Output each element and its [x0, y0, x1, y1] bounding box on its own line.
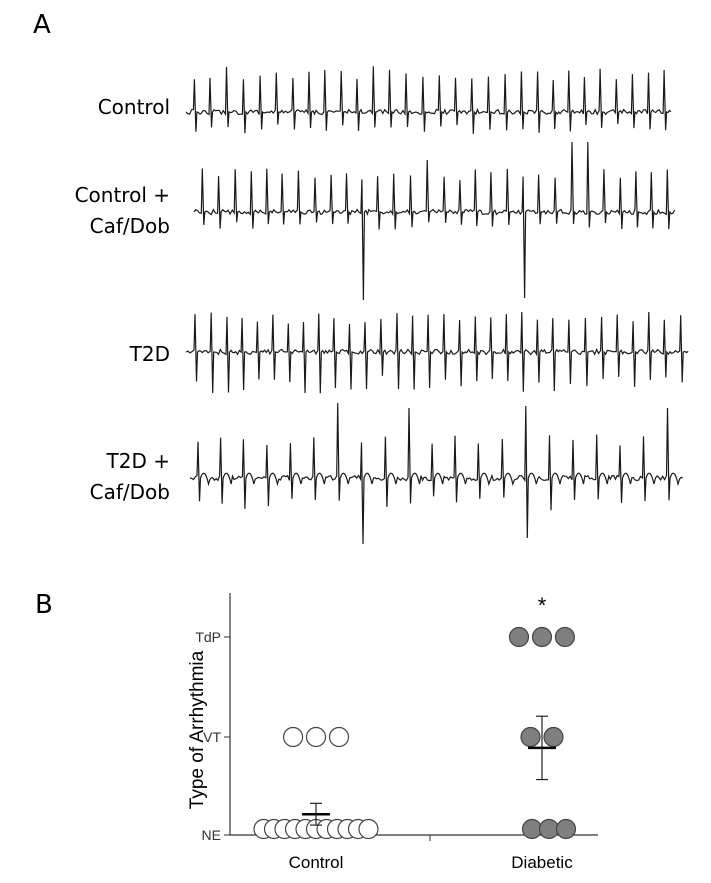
trace-label-line: Control: [97, 95, 170, 119]
mean-error-bars: [302, 715, 556, 826]
category-labels: Control Diabetic: [289, 853, 574, 872]
data-point: [283, 726, 304, 748]
ecg-trace-control: [185, 66, 672, 134]
data-points: [253, 626, 577, 840]
ecg-trace-control-cafdob: [193, 141, 676, 301]
category-label: Control: [289, 853, 344, 872]
y-tick-label: TdP: [195, 629, 221, 645]
y-ticks: NE VT TdP: [195, 629, 230, 843]
data-point: [531, 626, 553, 648]
trace-label-line: Caf/Dob: [89, 480, 170, 504]
trace-label-control-cafdob: Control + Caf/Dob: [75, 180, 170, 242]
trace-label-control: Control: [98, 92, 170, 123]
ecg-trace-t2d: [185, 311, 689, 394]
data-point: [358, 818, 379, 840]
data-point: [543, 726, 564, 748]
data-point: [508, 626, 530, 648]
data-point: [328, 726, 350, 748]
data-point: [520, 726, 541, 748]
trace-label-t2d-cafdob: T2D + Caf/Dob: [90, 446, 170, 508]
panel-b-letter: B: [35, 590, 53, 620]
data-point: [521, 818, 543, 840]
trace-label-line: T2D +: [106, 449, 170, 473]
data-point: [554, 626, 576, 648]
y-tick-label: NE: [202, 827, 221, 843]
data-point: [305, 726, 327, 748]
trace-label-t2d: T2D: [130, 339, 170, 370]
data-point: [538, 818, 560, 840]
trace-label-line: T2D: [129, 342, 170, 366]
y-axis-label: Type of Arrhythmia: [187, 650, 208, 809]
ecg-trace-t2d-cafdob: [189, 402, 683, 545]
panel-a-letter: A: [33, 10, 51, 40]
data-point: [555, 818, 577, 840]
significance-asterisk: *: [538, 593, 547, 618]
category-label: Diabetic: [511, 853, 573, 872]
trace-label-line: Control +: [74, 183, 170, 207]
ecg-traces: [185, 66, 689, 545]
y-tick-label: VT: [203, 729, 221, 745]
trace-label-line: Caf/Dob: [89, 214, 170, 238]
